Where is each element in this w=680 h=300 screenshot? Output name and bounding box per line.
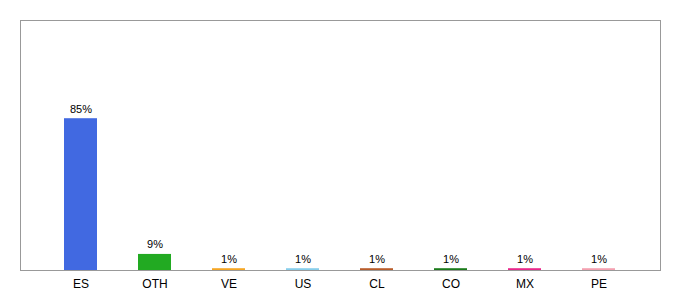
svg-text:CO: CO — [442, 277, 460, 291]
svg-text:1%: 1% — [295, 253, 311, 265]
svg-text:1%: 1% — [517, 253, 533, 265]
svg-text:ES: ES — [73, 277, 89, 291]
svg-text:PE: PE — [591, 277, 607, 291]
svg-text:1%: 1% — [369, 253, 385, 265]
svg-text:9%: 9% — [147, 238, 163, 250]
svg-text:OTH: OTH — [142, 277, 167, 291]
svg-text:US: US — [295, 277, 312, 291]
svg-text:1%: 1% — [221, 253, 237, 265]
svg-text:CL: CL — [369, 277, 385, 291]
svg-text:MX: MX — [516, 277, 534, 291]
svg-text:1%: 1% — [591, 253, 607, 265]
svg-text:1%: 1% — [443, 253, 459, 265]
svg-text:VE: VE — [221, 277, 237, 291]
svg-text:85%: 85% — [70, 103, 92, 115]
